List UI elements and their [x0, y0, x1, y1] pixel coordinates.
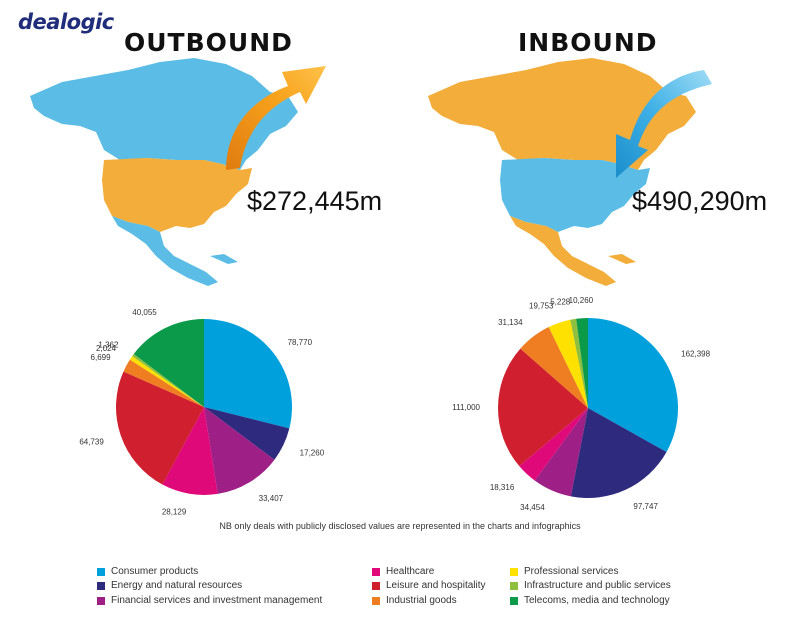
legend-item-consumer: Consumer products: [97, 566, 198, 577]
inbound-slice-infrastructure: [570, 318, 588, 408]
legend-label: Energy and natural resources: [111, 580, 243, 591]
inbound-label-telecoms: 10,260: [569, 296, 594, 305]
inbound-title: INBOUND: [518, 28, 658, 57]
legend-label: Industrial goods: [386, 595, 457, 606]
outbound-map-caribbean: [210, 254, 238, 264]
outbound-total-value: $272,445m: [247, 186, 383, 216]
inbound-map-usa: [500, 158, 650, 232]
outbound-slice-telecoms: [133, 319, 204, 407]
legend-swatch: [97, 567, 105, 576]
inbound-map-canada: [428, 58, 696, 170]
outbound-label-professional: 2,024: [96, 344, 117, 353]
inbound-arrow: [616, 70, 712, 178]
outbound-label-telecoms: 40,055: [132, 308, 157, 317]
legend-item-financial: Financial services and investment manage…: [97, 595, 322, 606]
inbound-label-professional: 19,753: [529, 302, 554, 311]
outbound-slice-healthcare: [162, 407, 218, 495]
inbound-slice-professional: [548, 319, 588, 408]
inbound-map-mexico: [510, 216, 616, 286]
outbound-label-leisure: 64,739: [79, 438, 104, 447]
outbound-slice-energy: [204, 407, 290, 460]
outbound-arrow: [226, 66, 326, 170]
legend-item-leisure: Leisure and hospitality: [372, 580, 486, 591]
outbound-slice-infrastructure: [132, 353, 204, 407]
outbound-label-infrastructure: 1,362: [98, 340, 119, 349]
inbound-label-leisure: 111,000: [452, 403, 480, 412]
inbound-label-financial: 34,454: [520, 503, 545, 512]
outbound-label-financial: 33,407: [259, 494, 284, 503]
inbound-label-consumer: 162,398: [681, 349, 710, 358]
legend-label: Professional services: [524, 566, 619, 577]
maps-and-pies: 78,770 17,260 33,407 28,129 64,739 6,6992,024…: [30, 58, 712, 517]
inbound-slice-industrial: [520, 327, 588, 408]
legend-item-energy: Energy and natural resources: [97, 580, 242, 591]
legend-swatch: [510, 567, 518, 576]
outbound-pie-chart: 78,770 17,260 33,407 28,129 64,739 6,6992,024…: [79, 308, 324, 516]
legend-label: Infrastructure and public services: [524, 580, 671, 591]
inbound-slice-financial: [534, 408, 588, 497]
inbound-label-infrastructure: 5,228: [550, 297, 571, 306]
legend-swatch: [510, 596, 518, 605]
inbound-slice-leisure: [498, 348, 588, 467]
outbound-title: OUTBOUND: [124, 28, 293, 57]
inbound-slice-consumer: [588, 318, 678, 452]
legend-label: Telecoms, media and technology: [524, 595, 670, 606]
legend-swatch: [97, 581, 105, 590]
footnote: NB only deals with publicly disclosed va…: [219, 521, 581, 531]
outbound-slice-professional: [129, 356, 204, 407]
legend-item-telecoms: Telecoms, media and technology: [510, 595, 670, 606]
outbound-slice-leisure: [116, 371, 204, 485]
legend-item-infrastructure: Infrastructure and public services: [510, 580, 671, 591]
legend-label: Financial services and investment manage…: [111, 595, 323, 606]
outbound-label-healthcare: 28,129: [162, 508, 187, 517]
legend-label: Consumer products: [111, 566, 199, 577]
inbound-pie-chart: 162,398 97,747 34,454 18,316 111,000 31,134 19…: [452, 296, 710, 512]
outbound-map: [30, 58, 298, 286]
inbound-label-healthcare: 18,316: [490, 483, 515, 492]
outbound-label-consumer: 78,770: [288, 338, 313, 347]
inbound-map: [428, 58, 696, 286]
legend-item-industrial: Industrial goods: [372, 595, 457, 606]
inbound-map-caribbean: [608, 254, 636, 264]
inbound-slice-telecoms: [576, 318, 588, 408]
inbound-total-value: $490,290m: [632, 186, 768, 216]
legend-swatch: [372, 567, 380, 576]
legend-swatch: [510, 581, 518, 590]
outbound-map-mexico: [112, 216, 218, 286]
outbound-slice-financial: [204, 407, 275, 494]
inbound-label-industrial: 31,134: [498, 318, 523, 327]
outbound-label-energy: 17,260: [300, 449, 325, 458]
inbound-label-energy: 97,747: [633, 502, 658, 511]
outbound-map-usa: [102, 158, 252, 232]
outbound-label-industrial: 6,699: [91, 353, 112, 362]
inbound-slice-healthcare: [519, 408, 588, 481]
outbound-slice-consumer: [204, 319, 292, 429]
inbound-slice-energy: [570, 408, 667, 498]
legend-swatch: [372, 581, 380, 590]
legend-swatch: [372, 596, 380, 605]
legend-item-healthcare: Healthcare: [372, 566, 434, 577]
legend-label: Leisure and hospitality: [386, 580, 486, 591]
dealogic-logo: dealogic: [18, 10, 114, 34]
legend-swatch: [97, 596, 105, 605]
legend-item-professional: Professional services: [510, 566, 618, 577]
outbound-slice-industrial: [123, 359, 204, 407]
legend-label: Healthcare: [386, 566, 435, 577]
